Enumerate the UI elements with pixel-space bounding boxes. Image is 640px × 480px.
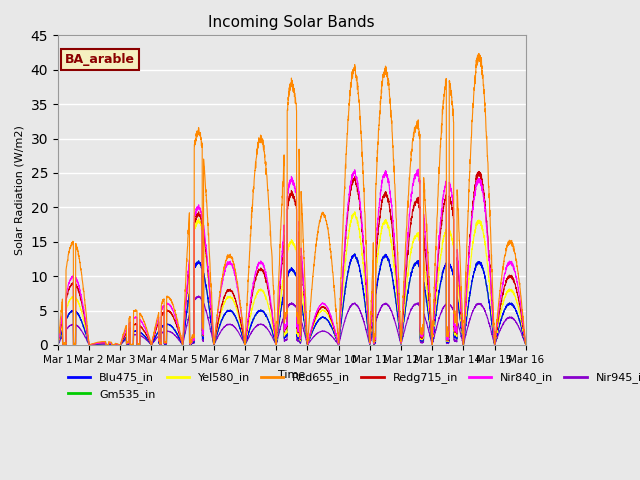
Y-axis label: Solar Radiation (W/m2): Solar Radiation (W/m2) <box>15 125 25 255</box>
Text: BA_arable: BA_arable <box>65 53 135 66</box>
Legend: Blu475_in, Gm535_in, Yel580_in, Red655_in, Redg715_in, Nir840_in, Nir945_in: Blu475_in, Gm535_in, Yel580_in, Red655_i… <box>63 368 640 405</box>
X-axis label: Time: Time <box>278 370 305 380</box>
Title: Incoming Solar Bands: Incoming Solar Bands <box>209 15 375 30</box>
